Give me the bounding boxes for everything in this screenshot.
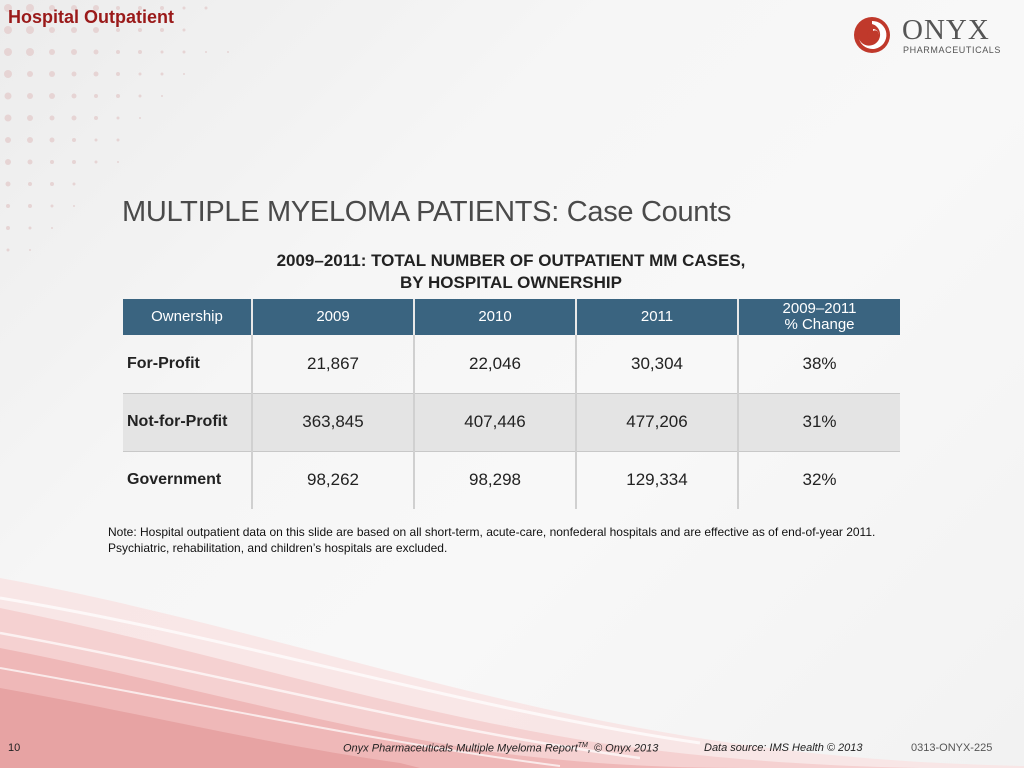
row-label: For-Profit	[123, 335, 253, 393]
table-header-row: Ownership 2009 2010 2011 2009–2011 % Cha…	[123, 299, 900, 335]
row-label: Government	[123, 451, 253, 509]
table-row: Government 98,262 98,298 129,334 32%	[123, 451, 900, 509]
table-title: 2009–2011: TOTAL NUMBER OF OUTPATIENT MM…	[122, 250, 900, 294]
cell-2010: 22,046	[414, 335, 577, 393]
slide-title-accent: Case Counts	[558, 196, 732, 228]
cell-2009: 98,262	[252, 451, 415, 509]
footer-data-source: Data source: IMS Health © 2013	[704, 742, 863, 754]
header-change-line1: 2009–2011	[782, 300, 857, 317]
logo-subtitle: PHARMACEUTICALS	[903, 45, 1002, 55]
cell-2009: 363,845	[252, 392, 415, 452]
background-dot-pattern	[4, 4, 229, 252]
table-title-line2: BY HOSPITAL OWNERSHIP	[400, 273, 622, 292]
slide-title: MULTIPLE MYELOMA PATIENTS: Case Counts	[122, 196, 731, 229]
table-title-line1: 2009–2011: TOTAL NUMBER OF OUTPATIENT MM…	[276, 251, 746, 270]
cell-2010: 407,446	[414, 392, 577, 452]
table-row: Not-for-Profit 363,845 407,446 477,206 3…	[123, 392, 900, 452]
footer-report-suffix: , © Onyx 2013	[587, 742, 659, 755]
header-2009: 2009	[252, 299, 415, 335]
cell-2011: 477,206	[576, 392, 739, 452]
footnote: Note: Hospital outpatient data on this s…	[108, 525, 876, 555]
case-counts-table: Ownership 2009 2010 2011 2009–2011 % Cha…	[123, 299, 900, 509]
footer-report-credit: Onyx Pharmaceuticals Multiple Myeloma Re…	[343, 742, 658, 755]
table-row: For-Profit 21,867 22,046 30,304 38%	[123, 335, 900, 393]
cell-change: 38%	[802, 353, 837, 373]
cell-change: 31%	[738, 392, 900, 452]
footer-document-code: 0313-ONYX-225	[911, 742, 993, 754]
onyx-swirl-icon	[854, 17, 890, 53]
header-change: 2009–2011 % Change	[738, 299, 900, 335]
footer-report-prefix: Onyx Pharmaceuticals Multiple Myeloma Re…	[343, 742, 578, 755]
slide-title-main: MULTIPLE MYELOMA PATIENTS:	[122, 196, 559, 228]
header-change-line2: % Change	[784, 316, 855, 333]
cell-2009: 21,867	[252, 335, 415, 393]
section-label: Hospital Outpatient	[8, 7, 174, 27]
cell-2011: 30,304	[576, 335, 739, 393]
page-number: 10	[8, 742, 21, 754]
cell-2010: 98,298	[414, 451, 577, 509]
footer-report-tm: TM	[577, 742, 588, 749]
header-2011: 2011	[576, 299, 739, 335]
header-ownership: Ownership	[123, 299, 253, 335]
cell-change: 32%	[802, 470, 837, 490]
logo-wordmark: ONYX	[902, 14, 990, 46]
row-label: Not-for-Profit	[123, 392, 253, 452]
onyx-logo: ONYX PHARMACEUTICALS	[852, 14, 1012, 60]
cell-2011: 129,334	[576, 451, 739, 509]
background-wave-decoration	[0, 578, 1024, 768]
header-2010: 2010	[414, 299, 577, 335]
